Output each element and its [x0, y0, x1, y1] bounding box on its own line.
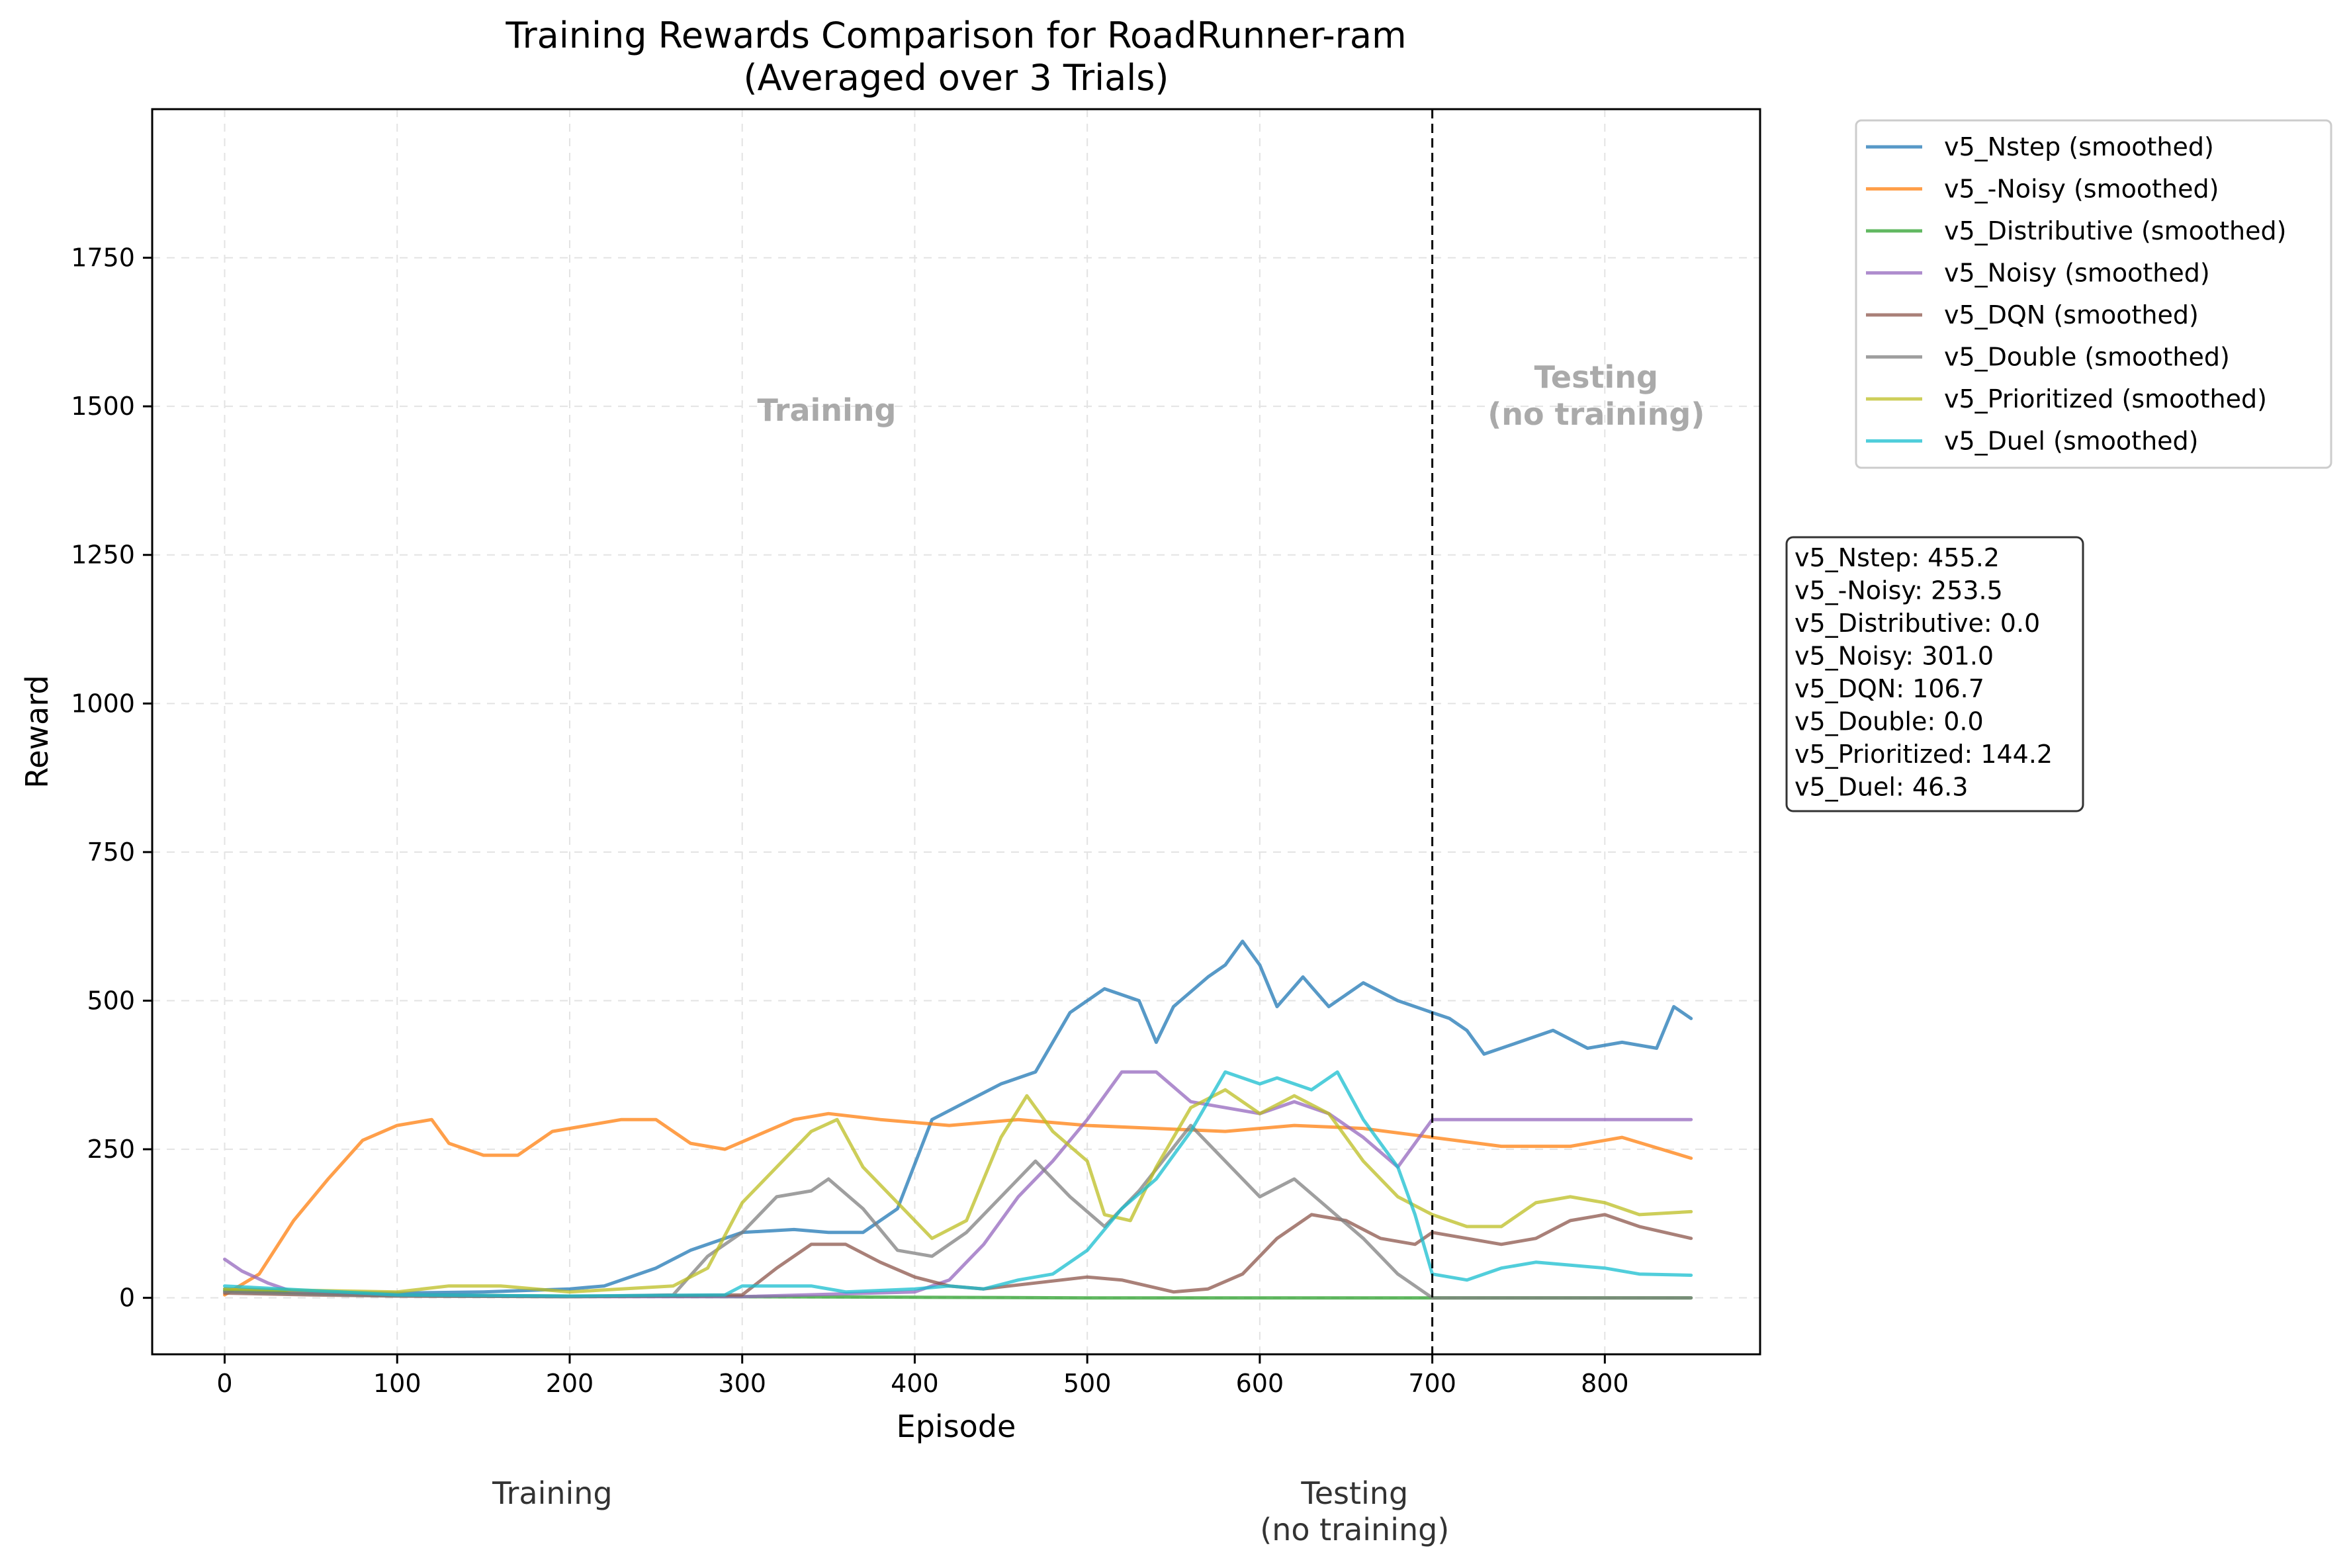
legend-entry-4: v5_Noisy (smoothed): [1944, 259, 2210, 288]
plot-area: [223, 939, 1693, 1300]
legend-entry-6: v5_Double (smoothed): [1944, 343, 2230, 372]
y-tick-label: 500: [87, 986, 135, 1015]
series-line-7: [223, 1088, 1693, 1294]
legend-entry-7: v5_Prioritized (smoothed): [1944, 384, 2267, 414]
phase-label-testing: Testing: [1300, 1475, 1408, 1511]
y-tick-label: 1000: [71, 689, 135, 718]
final-stat-8: v5_Duel: 46.3: [1795, 773, 1968, 802]
y-axis-label: Reward: [19, 675, 55, 788]
final-stat-4: v5_Noisy: 301.0: [1795, 642, 1994, 671]
final-stat-7: v5_Prioritized: 144.2: [1795, 740, 2053, 769]
x-tick-label: 400: [891, 1369, 939, 1398]
x-tick-label: 800: [1581, 1369, 1629, 1398]
x-tick-label: 500: [1063, 1369, 1112, 1398]
final-stat-3: v5_Distributive: 0.0: [1795, 609, 2040, 638]
legend-entry-2: v5_-Noisy (smoothed): [1944, 175, 2219, 204]
phase-label-no-training: (no training): [1260, 1512, 1449, 1547]
y-tick-label: 0: [119, 1284, 135, 1313]
chart-title-line2: (Averaged over 3 Trials): [744, 57, 1169, 99]
series-line-8: [223, 1070, 1693, 1298]
x-tick-label: 700: [1408, 1369, 1456, 1398]
phase-label-training: Training: [492, 1475, 613, 1511]
x-tick-label: 100: [373, 1369, 421, 1398]
legend-entry-3: v5_Distributive (smoothed): [1944, 216, 2286, 245]
x-tick-label: 300: [718, 1369, 766, 1398]
final-stat-5: v5_DQN: 106.7: [1795, 674, 1984, 703]
final-stats-box: v5_Nstep: 455.2 v5_-Noisy: 253.5 v5_Distri…: [1785, 536, 2084, 812]
legend: v5_Nstep (smoothed) v5_-Noisy (smoothed) v…: [1855, 119, 2332, 469]
region-label-no-training: (no training): [1487, 396, 1705, 432]
x-tick-label: 600: [1236, 1369, 1284, 1398]
series-line-1: [223, 939, 1693, 1295]
final-stats-frame: [1785, 536, 2084, 812]
final-stat-1: v5_Nstep: 455.2: [1795, 543, 2000, 572]
y-tick-label: 1250: [71, 541, 135, 570]
legend-entry-5: v5_DQN (smoothed): [1944, 300, 2199, 329]
y-tick-label: 250: [87, 1135, 135, 1164]
series-layer: [223, 939, 1693, 1300]
chart-title-line1: Training Rewards Comparison for RoadRunn…: [505, 15, 1406, 56]
y-tick-label: 750: [87, 838, 135, 867]
y-tick-label: 1500: [71, 392, 135, 421]
final-stat-2: v5_-Noisy: 253.5: [1795, 576, 2003, 605]
plot-frame: [151, 108, 1761, 1356]
region-label-testing: Testing: [1534, 359, 1658, 395]
final-stat-6: v5_Double: 0.0: [1795, 707, 1984, 736]
legend-box: [1855, 119, 2332, 469]
grid-lines: [152, 109, 1760, 1354]
x-axis-label: Episode: [897, 1409, 1016, 1444]
series-line-5: [223, 1213, 1693, 1299]
legend-entry-1: v5_Nstep (smoothed): [1944, 132, 2214, 161]
y-tick-label: 1750: [71, 243, 135, 273]
x-tick-label: 0: [216, 1369, 232, 1398]
region-label-training: Training: [757, 392, 896, 428]
legend-entry-8: v5_Duel (smoothed): [1944, 427, 2198, 456]
x-tick-label: 200: [546, 1369, 594, 1398]
axis-ticks: 0 100 200 300 400 500 600 700 800 0 250 500 750 1000 1…: [71, 243, 1628, 1398]
